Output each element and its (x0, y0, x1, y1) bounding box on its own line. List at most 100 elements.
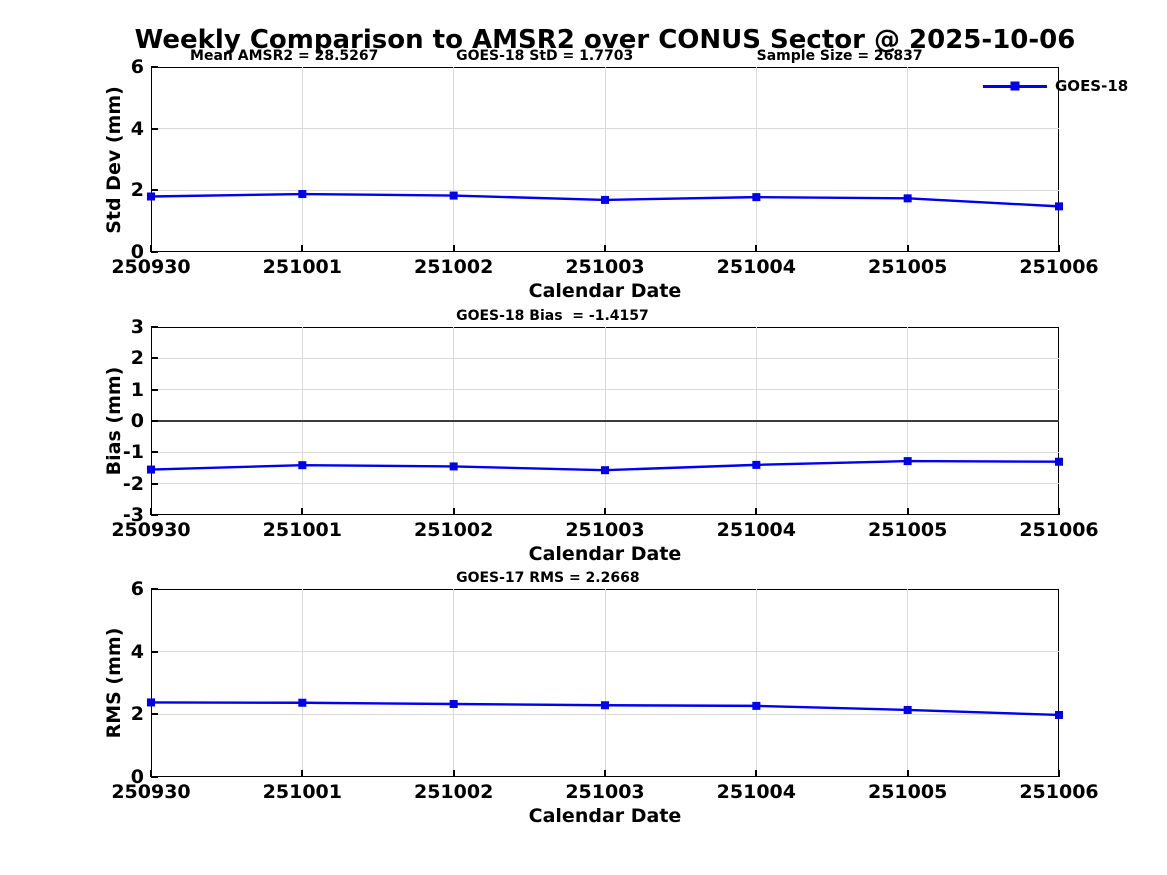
x-tick-mark (1058, 508, 1060, 515)
y-tick-label: 3 (130, 316, 144, 338)
x-tick-mark (755, 245, 758, 252)
horizontal-gridline (151, 389, 1059, 391)
y-tick-mark (151, 650, 158, 653)
vertical-gridline (907, 589, 909, 777)
data-point-marker (298, 190, 307, 199)
x-tick-mark (906, 245, 909, 252)
panel-rms: RMS (mm) Calendar Date 0 2 4 6 250930 251001 2… (103, 570, 1099, 826)
panel-bias: Bias (mm) Calendar Date -3 -2 -1 0 1 2 3 250930… (103, 308, 1099, 564)
x-tick-mark (1058, 245, 1060, 252)
x-tick-label: 251003 (565, 256, 645, 278)
data-point-marker (298, 698, 307, 707)
data-point-marker (449, 462, 458, 471)
std-dev-series-svg (147, 190, 1063, 211)
y-tick-mark (151, 482, 158, 485)
legend-label: GOES-18 (1055, 77, 1129, 95)
horizontal-gridline (151, 451, 1059, 453)
x-tick-label: 251001 (262, 781, 342, 803)
x-tick-label: 250930 (111, 519, 191, 541)
y-tick-label: 6 (130, 578, 144, 600)
vertical-gridline (604, 67, 606, 252)
x-tick-label: 251006 (1019, 256, 1099, 278)
horizontal-gridline (151, 189, 1059, 191)
x-tick-label: 251004 (716, 256, 796, 278)
y-tick-mark (151, 357, 158, 360)
y-tick-label: 2 (130, 347, 144, 370)
data-point-marker (147, 698, 155, 707)
y-tick-label: -1 (122, 441, 144, 464)
x-tick-mark (604, 245, 606, 252)
x-tick-mark (301, 770, 304, 777)
data-point-marker (147, 465, 155, 474)
x-tick-label: 251005 (867, 781, 948, 803)
x-tick-label: 251005 (867, 519, 948, 541)
data-point-marker (752, 193, 761, 202)
legend: GOES-18 (983, 76, 1128, 96)
horizontal-gridline (151, 713, 1059, 715)
y-tick-mark (151, 514, 158, 516)
x-tick-label: 251006 (1019, 781, 1099, 803)
x-tick-label: 250930 (111, 781, 191, 803)
legend-line-sample (983, 81, 1047, 91)
rms-series-svg (147, 698, 1063, 719)
y-tick-mark (151, 588, 158, 590)
vertical-gridline (755, 67, 757, 252)
y-tick-label: 6 (130, 56, 144, 78)
legend-square-marker-icon (1010, 81, 1020, 91)
panel-std-dev: Std Dev (mm) Calendar Date 0 2 4 6 250930 251… (103, 48, 1099, 301)
vertical-gridline (301, 589, 303, 777)
rms-ylabel-wrap: RMS (mm) (103, 589, 125, 777)
vertical-gridline (907, 67, 909, 252)
data-point-marker (1055, 202, 1063, 211)
vertical-gridline (755, 589, 757, 777)
y-tick-label: -2 (122, 472, 144, 495)
x-tick-label: 251006 (1019, 519, 1099, 541)
y-tick-label: 4 (130, 640, 144, 663)
data-point-marker (903, 194, 912, 203)
data-point-marker (752, 460, 761, 469)
x-tick-mark (452, 245, 455, 252)
x-tick-mark (452, 770, 455, 777)
data-point-marker (449, 191, 458, 200)
y-tick-label: -3 (122, 504, 144, 526)
zero-reference-line (151, 420, 1059, 422)
y-tick-label: 4 (130, 117, 144, 140)
panel-annotation: GOES-17 RMS = 2.2668 (456, 570, 640, 586)
y-tick-label: 2 (130, 179, 144, 202)
x-tick-label: 251004 (716, 519, 796, 541)
x-tick-label: 250930 (111, 256, 191, 278)
data-point-marker (903, 705, 912, 714)
x-tick-mark (301, 245, 304, 252)
y-tick-mark (151, 451, 158, 454)
x-tick-mark (755, 770, 758, 777)
std-dev-xlabel: Calendar Date (528, 280, 682, 302)
data-point-marker (601, 466, 609, 475)
y-tick-mark (151, 713, 158, 716)
panel-annotation: Mean AMSR2 = 28.5267 (190, 48, 379, 64)
y-tick-label: 0 (130, 241, 144, 263)
x-tick-mark (150, 770, 152, 777)
x-tick-label: 251001 (262, 256, 342, 278)
horizontal-gridline (151, 128, 1059, 130)
panel-annotation: Sample Size = 26837 (756, 48, 923, 64)
x-tick-mark (452, 508, 455, 515)
horizontal-gridline (151, 483, 1059, 485)
x-tick-label: 251002 (413, 519, 494, 541)
x-tick-mark (1058, 770, 1060, 777)
x-tick-mark (150, 245, 152, 252)
y-tick-mark (151, 326, 158, 328)
y-tick-mark (151, 189, 158, 192)
panel-annotation: GOES-18 Bias = -1.4157 (456, 308, 649, 324)
bias-xlabel: Calendar Date (528, 543, 682, 565)
horizontal-gridline (151, 651, 1059, 653)
data-point-marker (1055, 710, 1063, 719)
x-tick-label: 251003 (565, 781, 645, 803)
data-point-marker (903, 457, 912, 466)
data-point-marker (752, 701, 761, 710)
y-tick-mark (151, 388, 158, 391)
vertical-gridline (453, 589, 455, 777)
y-tick-label: 2 (130, 703, 144, 726)
data-point-marker (449, 699, 458, 708)
x-tick-mark (150, 508, 152, 515)
